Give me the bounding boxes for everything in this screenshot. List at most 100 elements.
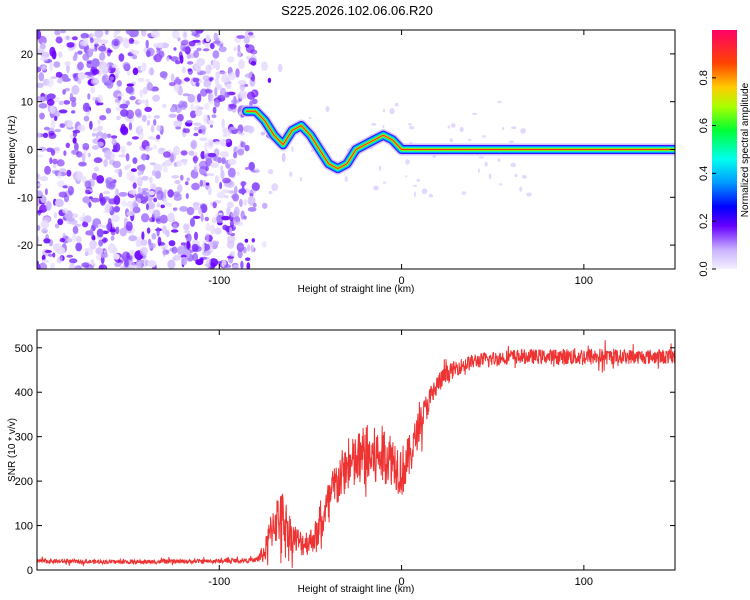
spectrogram-noise-blob [221, 157, 226, 165]
spectrogram-noise-blob [100, 197, 106, 206]
spectrogram-noise-blob [233, 152, 238, 159]
spectrogram-noise-blob [111, 138, 117, 146]
spectrogram-noise-blob [90, 197, 100, 203]
spectrogram-noise-blob [77, 124, 86, 132]
spectrogram-noise-blob [96, 175, 105, 184]
spectrogram-faint-blob [461, 191, 466, 195]
snr-series-line [37, 340, 675, 568]
spectrogram-noise-blob [89, 37, 94, 44]
spectrogram-noise-blob [180, 78, 185, 85]
spectrogram-noise-blob [42, 216, 51, 223]
spectrogram-noise-blob [96, 228, 104, 238]
spectrogram-noise-blob [199, 203, 207, 210]
spectrogram-faint-blob [428, 193, 433, 198]
spectrogram-noise-blob [126, 70, 131, 76]
spectrogram-noise-blob [189, 217, 196, 227]
spectrogram-noise-blob [126, 141, 132, 146]
spectrogram-noise-blob [71, 213, 79, 219]
colorbar-tick-label: 0.8 [698, 70, 710, 85]
spectrogram-noise-blob [126, 252, 130, 259]
spectrogram-noise-blob [89, 120, 93, 130]
spectrogram-noise-blob [261, 61, 268, 71]
spectrogram-noise-blob [96, 102, 104, 106]
spectrogram-noise-blob [102, 190, 111, 195]
spectrogram-noise-blob [117, 93, 124, 97]
spectrogram-noise-blob [54, 223, 60, 229]
figure-title: S225.2026.102.06.06.R20 [281, 3, 433, 18]
spectrogram-noise-blob [179, 206, 189, 212]
spectrogram-noise-blob [195, 259, 204, 266]
spectrogram-faint-blob [510, 126, 517, 130]
spectrogram-noise-blob [186, 241, 191, 250]
spectrogram-noise-blob [39, 176, 49, 182]
spectrogram-faint-blob [344, 176, 348, 182]
spectrogram-noise-blob [197, 93, 202, 103]
spectrogram-noise-blob [244, 144, 250, 152]
spectrogram-noise-blob [58, 191, 68, 198]
spectrogram-noise-blob [251, 238, 255, 243]
colorbar: 0.0 0.2 0.4 0.6 0.8 Normalized spectral ampl… [698, 30, 750, 277]
spectrogram-noise-blob [62, 208, 69, 214]
spectrogram-faint-blob [382, 124, 385, 129]
spectrogram-noise-blob [136, 197, 142, 205]
spectrogram-noise-blob [181, 106, 186, 111]
spectrogram-y-tick-label: 10 [21, 97, 33, 109]
spectrogram-faint-blob [325, 106, 330, 112]
spectrogram-noise-blob [58, 109, 68, 114]
spectrogram-faint-blob [378, 165, 382, 171]
spectrogram-noise-blob [40, 228, 49, 234]
spectrogram-noise-blob [222, 224, 229, 231]
spectrogram-noise-blob [132, 67, 139, 76]
spectrogram-noise-blob [114, 262, 122, 268]
spectrogram-noise-blob [176, 245, 186, 255]
spectrogram-noise-blob [190, 103, 195, 111]
colorbar-ticks: 0.0 0.2 0.4 0.6 0.8 [698, 70, 716, 277]
spectrogram-noise-blob [193, 122, 202, 126]
spectrogram-noise-blob [267, 77, 272, 83]
spectrogram-noise-blob [97, 94, 103, 103]
spectrogram-noise-blob [181, 256, 188, 266]
snr-y-tick-label: 0 [27, 565, 33, 577]
spectrogram-noise-blob [168, 240, 176, 247]
spectrogram-noise-blob [162, 247, 166, 258]
spectrogram-noise-blob [233, 47, 237, 52]
spectrogram-noise-blob [147, 115, 152, 119]
spectrogram-noise-blob [233, 206, 240, 217]
spectrogram-noise-blob [49, 46, 56, 57]
spectrogram-noise-blob [227, 167, 236, 178]
spectrogram-noise-blob [190, 110, 197, 119]
spectrogram-noise-blob [74, 142, 79, 151]
spectrogram-noise-blob [69, 258, 78, 264]
spectrogram-noise-blob [244, 238, 249, 243]
spectrogram-noise-blob [101, 74, 110, 85]
spectrogram-noise-blob [78, 161, 87, 167]
spectrogram-noise-blob [74, 223, 82, 227]
spectrogram-noise-blob [225, 138, 231, 143]
spectrogram-noise-blob [52, 252, 56, 258]
spectrogram-noise-blob [247, 207, 257, 212]
spectrogram-noise-blob [111, 38, 120, 47]
spectrogram-noise-blob [114, 30, 121, 35]
spectrogram-noise-blob [199, 137, 208, 142]
spectrogram-noise-blob [72, 137, 77, 144]
spectrogram-noise-blob [76, 171, 84, 181]
spectrogram-noise-blob [173, 120, 183, 128]
spectrogram-noise-blob [90, 259, 95, 266]
spectrogram-noise-blob [91, 172, 98, 180]
spectrogram-noise-blob [37, 96, 43, 101]
spectrogram-y-ticks: 20 10 0 -10 -20 [17, 49, 675, 252]
spectrogram-noise-blob [206, 257, 211, 267]
colorbar-tick-label: 0.4 [698, 166, 710, 181]
spectrogram-noise-blob [87, 152, 91, 158]
spectrogram-noise-blob [128, 261, 136, 269]
spectrogram-noise-blob [150, 124, 155, 133]
spectrogram-noise-blob [45, 200, 52, 211]
spectrogram-noise-blob [148, 67, 155, 76]
spectrogram-noise-blob [182, 39, 189, 45]
spectrogram-noise-blob [50, 76, 58, 80]
spectrogram-noise-blob [44, 188, 48, 196]
spectrogram-noise-blob [55, 71, 63, 78]
spectrogram-noise-blob [180, 254, 187, 258]
spectrogram-noise-blob [183, 128, 190, 134]
spectrogram-signal-trace [240, 105, 675, 175]
